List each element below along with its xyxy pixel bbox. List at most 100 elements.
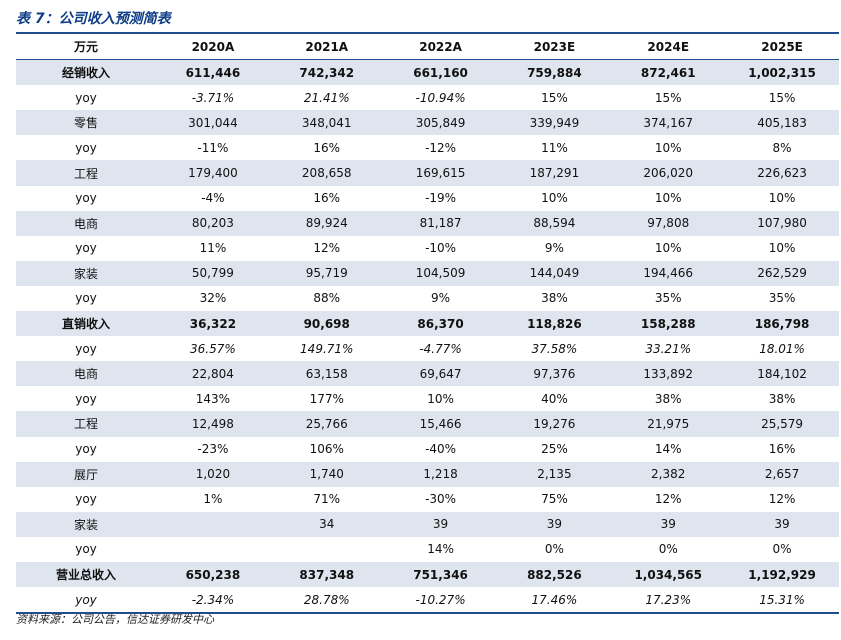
- table-cell: 0%: [544, 542, 564, 557]
- table-cell: 95,719: [269, 260, 384, 286]
- row-label: 家装: [16, 511, 156, 537]
- row-label: yoy: [75, 90, 97, 105]
- top-rule: [16, 32, 839, 34]
- table-cell: 39: [497, 511, 612, 537]
- table-cell: 38%: [768, 391, 796, 406]
- source-note: 资料来源：公司公告，信达证券研发中心: [16, 613, 214, 626]
- table-cell: 11%: [199, 241, 227, 256]
- table-cell: 81,187: [383, 210, 498, 236]
- table-row: yoy 14% 0% 0% 0%: [16, 537, 839, 562]
- table-cell: 2,657: [725, 461, 839, 487]
- revenue-forecast-table: 万元 2020A 2021A 2022A 2023E 2024E 2025E 经…: [16, 34, 839, 615]
- table-cell: -10%: [425, 241, 457, 256]
- table-cell: 751,346: [383, 561, 498, 588]
- table-cell: 10%: [768, 191, 796, 206]
- table-row: 直销收入 36,322 90,698 86,370 118,826 158,288 186,…: [16, 311, 839, 337]
- table-cell: 348,041: [269, 110, 384, 136]
- table-cell: -11%: [197, 140, 229, 155]
- table-cell: 1%: [203, 492, 223, 507]
- table-cell: 12%: [313, 241, 341, 256]
- table-cell: 15%: [768, 90, 796, 105]
- table-cell: 97,808: [611, 210, 726, 236]
- table-cell: -2.34%: [156, 587, 270, 615]
- table-cell: 69,647: [383, 361, 498, 387]
- row-label: yoy: [75, 291, 97, 306]
- table-cell: 187,291: [497, 160, 612, 186]
- table-cell: 0%: [658, 542, 678, 557]
- row-label: yoy: [75, 542, 97, 557]
- table-row: yoy 143% 177% 10% 40% 38% 38%: [16, 386, 839, 411]
- row-label: 直销收入: [16, 311, 156, 337]
- table-cell: -19%: [425, 191, 457, 206]
- table-cell: 10%: [654, 140, 682, 155]
- table-cell: 80,203: [156, 210, 270, 236]
- table-cell: 143%: [195, 391, 231, 406]
- table-cell: 1,020: [156, 461, 270, 487]
- table-cell: -12%: [425, 140, 457, 155]
- table-cell: 742,342: [269, 59, 384, 86]
- table-cell: 32%: [199, 291, 227, 306]
- table-cell: 16%: [313, 140, 341, 155]
- table-row: 电商 80,203 89,924 81,187 88,594 97,808 107,980: [16, 210, 839, 236]
- table-cell: 33.21%: [645, 341, 692, 356]
- table-cell: 18.01%: [759, 341, 805, 356]
- table-cell: 106%: [309, 442, 344, 457]
- table-cell: -3.71%: [191, 90, 235, 105]
- table-cell: 2,382: [611, 461, 726, 487]
- header-cell: 万元: [16, 34, 156, 61]
- table-cell: 1,740: [269, 461, 384, 487]
- table-cell: 15%: [541, 90, 568, 105]
- table-cell: 37.58%: [531, 341, 578, 356]
- row-label: yoy: [75, 241, 97, 256]
- row-label: yoy: [75, 442, 97, 457]
- header-cell: 2023E: [497, 34, 612, 61]
- table-cell: 90,698: [269, 311, 384, 337]
- table-row: yoy -2.34% 28.78% -10.27% 17.46% 17.23% 15.31%: [16, 587, 839, 615]
- table-cell: 39: [611, 511, 726, 537]
- table-row: yoy -3.71% 21.41% -10.94% 15% 15% 15%: [16, 85, 839, 110]
- table-cell: 107,980: [725, 210, 839, 236]
- row-label: 零售: [16, 110, 156, 136]
- table-cell: 15%: [654, 90, 682, 105]
- table-row: yoy -23% 106% -40% 25% 14% 16%: [16, 437, 839, 462]
- table-cell: -40%: [425, 442, 457, 457]
- table-cell: 38%: [541, 291, 568, 306]
- table-row: 工程 179,400 208,658 169,615 187,291 206,020 226…: [16, 160, 839, 186]
- table-cell: 226,623: [725, 160, 839, 186]
- table-cell: 169,615: [383, 160, 498, 186]
- row-label: yoy: [75, 191, 97, 206]
- table-cell: 39: [383, 511, 498, 537]
- table-cell: 75%: [541, 492, 568, 507]
- table-cell: -10.27%: [383, 587, 498, 615]
- table-cell: 208,658: [269, 160, 384, 186]
- table-cell: [156, 511, 270, 537]
- row-label: yoy: [16, 587, 156, 615]
- table-cell: 8%: [772, 140, 792, 155]
- table-cell: 374,167: [611, 110, 726, 136]
- table-cell: 14%: [654, 442, 682, 457]
- table-cell: 16%: [313, 191, 341, 206]
- table-cell: 39: [725, 511, 839, 537]
- table-cell: 12%: [768, 492, 796, 507]
- header-cell: 2020A: [156, 34, 270, 61]
- table-cell: 10%: [768, 241, 796, 256]
- table-row: 电商 22,804 63,158 69,647 97,376 133,892 184,102: [16, 361, 839, 387]
- table-cell: 14%: [427, 542, 454, 557]
- table-cell: 22,804: [156, 361, 270, 387]
- table-cell: 339,949: [497, 110, 612, 136]
- table-row: yoy 36.57% 149.71% -4.77% 37.58% 33.21% 18.01%: [16, 336, 839, 361]
- table-cell: 149.71%: [300, 341, 354, 356]
- table-cell: 89,924: [269, 210, 384, 236]
- table-cell: 1,218: [383, 461, 498, 487]
- table-cell: 9%: [544, 241, 564, 256]
- table-cell: 28.78%: [269, 587, 384, 615]
- table-cell: 19,276: [497, 411, 612, 437]
- row-label: 电商: [16, 210, 156, 236]
- table-cell: 15.31%: [725, 587, 839, 615]
- table-cell: 118,826: [497, 311, 612, 337]
- table-cell: 133,892: [611, 361, 726, 387]
- table-cell: 63,158: [269, 361, 384, 387]
- table-cell: 1,002,315: [725, 59, 839, 86]
- row-label: 经销收入: [16, 59, 156, 86]
- table-cell: 759,884: [497, 59, 612, 86]
